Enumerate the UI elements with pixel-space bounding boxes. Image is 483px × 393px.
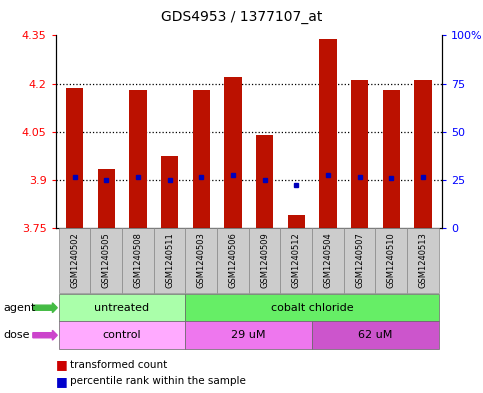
Text: GSM1240511: GSM1240511 bbox=[165, 233, 174, 288]
Text: transformed count: transformed count bbox=[70, 360, 167, 370]
Text: GSM1240506: GSM1240506 bbox=[228, 232, 238, 288]
Text: GSM1240503: GSM1240503 bbox=[197, 232, 206, 288]
Text: 62 uM: 62 uM bbox=[358, 330, 393, 340]
Bar bbox=[98, 169, 115, 228]
Text: agent: agent bbox=[4, 303, 36, 313]
Text: GSM1240505: GSM1240505 bbox=[102, 233, 111, 288]
Text: GSM1240509: GSM1240509 bbox=[260, 233, 269, 288]
Text: cobalt chloride: cobalt chloride bbox=[271, 303, 354, 313]
Text: GSM1240510: GSM1240510 bbox=[387, 233, 396, 288]
Bar bbox=[287, 215, 305, 228]
Bar bbox=[193, 90, 210, 228]
Text: GSM1240507: GSM1240507 bbox=[355, 232, 364, 288]
Bar bbox=[66, 88, 83, 228]
Bar bbox=[319, 39, 337, 228]
Bar bbox=[383, 90, 400, 228]
Bar bbox=[256, 135, 273, 228]
Bar bbox=[129, 90, 147, 228]
Text: dose: dose bbox=[4, 330, 30, 340]
Text: ■: ■ bbox=[56, 358, 67, 371]
Bar bbox=[224, 77, 242, 228]
Text: GSM1240512: GSM1240512 bbox=[292, 233, 301, 288]
Text: control: control bbox=[103, 330, 142, 340]
Text: 29 uM: 29 uM bbox=[231, 330, 266, 340]
Text: GSM1240504: GSM1240504 bbox=[324, 233, 332, 288]
Bar bbox=[414, 80, 432, 228]
Text: untreated: untreated bbox=[95, 303, 150, 313]
Bar bbox=[351, 80, 369, 228]
Text: ■: ■ bbox=[56, 375, 67, 388]
Text: GSM1240502: GSM1240502 bbox=[70, 233, 79, 288]
Text: percentile rank within the sample: percentile rank within the sample bbox=[70, 376, 246, 386]
Text: GSM1240508: GSM1240508 bbox=[133, 232, 142, 288]
Bar bbox=[161, 156, 178, 228]
Text: GSM1240513: GSM1240513 bbox=[418, 232, 427, 288]
Text: GDS4953 / 1377107_at: GDS4953 / 1377107_at bbox=[161, 10, 322, 24]
